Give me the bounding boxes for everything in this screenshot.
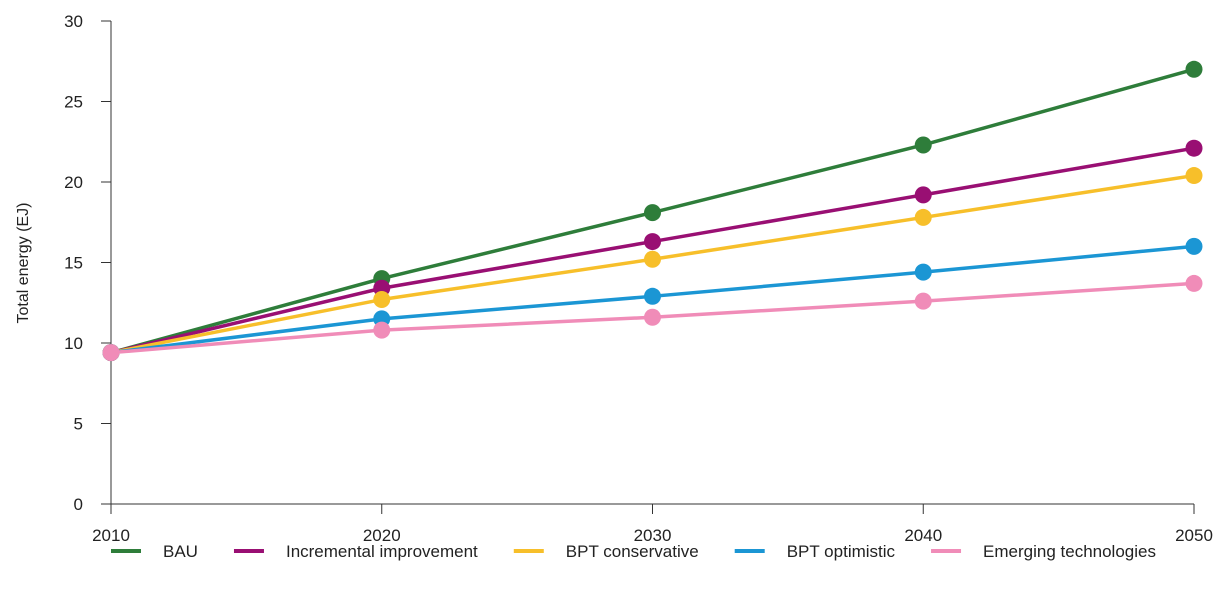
data-point: [373, 321, 391, 339]
data-point: [1185, 274, 1203, 292]
data-point: [644, 233, 661, 251]
x-tick-label: 2010: [92, 526, 130, 545]
data-point: [1185, 60, 1203, 78]
y-tick-label: 15: [64, 254, 83, 273]
data-point: [1185, 139, 1203, 157]
series-incremental-improvement: [102, 139, 1203, 362]
x-tick-label: 2040: [904, 526, 942, 545]
data-point: [914, 292, 932, 310]
series-layer: [102, 60, 1203, 362]
series-bpt-optimistic: [102, 237, 1203, 362]
data-point: [644, 308, 661, 326]
legend-item: BAU: [111, 542, 198, 561]
data-point: [914, 186, 932, 204]
legend-label: BAU: [163, 542, 198, 561]
data-point: [644, 287, 661, 305]
data-point: [914, 208, 932, 226]
data-point: [373, 291, 391, 309]
y-tick-label: 20: [64, 173, 83, 192]
legend: BAU Incremental improvement BPT conservati…: [111, 542, 1156, 561]
data-point: [644, 204, 661, 222]
data-point: [914, 263, 932, 281]
data-point: [644, 250, 661, 268]
y-axis-title: Total energy (EJ): [15, 203, 32, 324]
legend-label: BPT conservative: [566, 542, 699, 561]
y-tick-label: 30: [64, 12, 83, 31]
legend-item: BPT conservative: [513, 542, 699, 561]
legend-label: Emerging technologies: [983, 542, 1156, 561]
x-tick-label: 2030: [634, 526, 672, 545]
series-emerging-technologies: [102, 274, 1203, 362]
x-tick-label: 2020: [363, 526, 401, 545]
y-tick-label: 25: [64, 93, 83, 112]
y-tick-label: 10: [64, 334, 83, 353]
y-tick-label: 5: [74, 415, 83, 434]
series-bau: [102, 60, 1203, 362]
data-point: [1185, 237, 1203, 255]
legend-label: Incremental improvement: [286, 542, 478, 561]
legend-item: Incremental improvement: [233, 542, 478, 561]
data-point: [1185, 167, 1203, 185]
x-axis: 2010 2020 2030 2040 2050: [92, 503, 1213, 545]
legend-item: Emerging technologies: [931, 542, 1156, 561]
data-point: [914, 136, 932, 154]
y-axis: 0 5 10 15 20 25 30: [64, 12, 112, 514]
data-point: [102, 344, 120, 362]
legend-label: BPT optimistic: [787, 542, 896, 561]
y-tick-label: 0: [74, 495, 83, 514]
legend-item: BPT optimistic: [734, 542, 896, 561]
x-tick-label: 2050: [1175, 526, 1213, 545]
